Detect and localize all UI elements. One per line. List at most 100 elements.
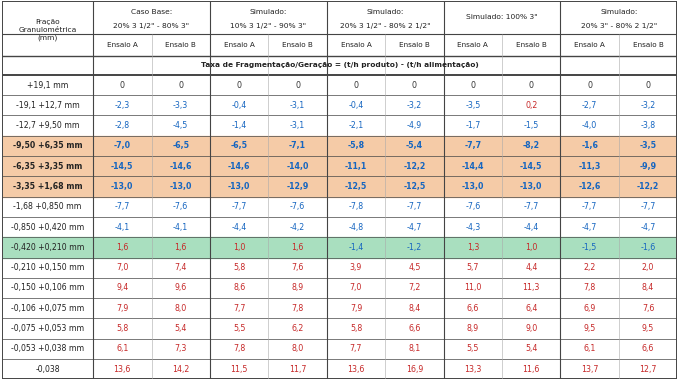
Text: 5,5: 5,5 (233, 324, 245, 333)
Text: 11,0: 11,0 (464, 283, 481, 293)
Text: 5,8: 5,8 (350, 324, 362, 333)
Text: -14,0: -14,0 (286, 162, 308, 171)
Text: 8,4: 8,4 (408, 304, 420, 313)
Text: -2,8: -2,8 (115, 121, 130, 130)
Text: -3,5: -3,5 (639, 141, 657, 150)
Text: Taxa de Fragmentação/Geração = (t/h produto) - (t/h alimentação): Taxa de Fragmentação/Geração = (t/h prod… (201, 62, 479, 68)
Text: 7,6: 7,6 (292, 263, 304, 272)
Text: 7,0: 7,0 (116, 263, 129, 272)
Text: 7,3: 7,3 (174, 344, 187, 353)
Text: Fração
Granulométrica
(mm): Fração Granulométrica (mm) (18, 19, 77, 41)
Text: 0,2: 0,2 (525, 101, 538, 110)
Text: -3,5: -3,5 (465, 101, 481, 110)
Text: 6,6: 6,6 (408, 324, 420, 333)
Text: -4,1: -4,1 (115, 223, 130, 231)
Text: 5,8: 5,8 (233, 263, 245, 272)
Text: 13,6: 13,6 (347, 365, 365, 374)
Text: -0,420 +0,210 mm: -0,420 +0,210 mm (11, 243, 84, 252)
Text: -7,7: -7,7 (582, 202, 597, 211)
Text: 6,6: 6,6 (466, 304, 479, 313)
Text: 7,2: 7,2 (408, 283, 420, 293)
Text: -19,1 +12,7 mm: -19,1 +12,7 mm (16, 101, 79, 110)
Text: 9,6: 9,6 (175, 283, 187, 293)
Text: -3,35 +1,68 mm: -3,35 +1,68 mm (13, 182, 82, 191)
Text: -5,4: -5,4 (406, 141, 423, 150)
Text: -0,075 +0,053 mm: -0,075 +0,053 mm (11, 324, 84, 333)
Bar (2, 136, 677, 156)
Text: 14,2: 14,2 (172, 365, 189, 374)
Text: 8,4: 8,4 (642, 283, 654, 293)
Text: -1,6: -1,6 (581, 141, 598, 150)
Text: -13,0: -13,0 (462, 182, 484, 191)
Text: 10% 3 1/2" - 90% 3": 10% 3 1/2" - 90% 3" (231, 24, 306, 29)
Text: -0,053 +0,038 mm: -0,053 +0,038 mm (11, 344, 84, 353)
Text: -4,7: -4,7 (641, 223, 656, 231)
Text: Ensaio B: Ensaio B (282, 42, 313, 48)
Text: -13,0: -13,0 (170, 182, 192, 191)
Text: 13,7: 13,7 (581, 365, 599, 374)
Text: 8,0: 8,0 (175, 304, 187, 313)
Text: -2,1: -2,1 (348, 121, 363, 130)
Text: 0: 0 (120, 81, 125, 90)
Text: 11,3: 11,3 (523, 283, 540, 293)
Text: -4,0: -4,0 (582, 121, 597, 130)
Text: -0,850 +0,420 mm: -0,850 +0,420 mm (11, 223, 84, 231)
Text: -12,2: -12,2 (403, 162, 426, 171)
Text: -12,6: -12,6 (578, 182, 601, 191)
Text: -2,7: -2,7 (582, 101, 597, 110)
Text: 7,0: 7,0 (350, 283, 362, 293)
Text: -1,5: -1,5 (523, 121, 539, 130)
Text: -6,5: -6,5 (172, 141, 189, 150)
Text: -0,4: -0,4 (231, 101, 247, 110)
Text: 4,5: 4,5 (408, 263, 420, 272)
Text: 1,6: 1,6 (116, 243, 129, 252)
Text: 1,3: 1,3 (466, 243, 479, 252)
Text: 8,9: 8,9 (466, 324, 479, 333)
Text: 13,6: 13,6 (114, 365, 131, 374)
Text: 7,8: 7,8 (233, 344, 245, 353)
Text: Simulado:: Simulado: (600, 10, 637, 16)
Text: 5,8: 5,8 (116, 324, 128, 333)
Text: 0: 0 (412, 81, 417, 90)
Text: 7,6: 7,6 (642, 304, 654, 313)
Text: -7,7: -7,7 (407, 202, 422, 211)
Text: -12,2: -12,2 (637, 182, 659, 191)
Text: 6,6: 6,6 (642, 344, 654, 353)
Text: Caso Base:: Caso Base: (131, 10, 172, 16)
Text: 0: 0 (587, 81, 592, 90)
Text: 11,6: 11,6 (523, 365, 540, 374)
Text: 1,0: 1,0 (233, 243, 245, 252)
Text: 6,1: 6,1 (116, 344, 129, 353)
Text: 7,7: 7,7 (233, 304, 245, 313)
Text: 0: 0 (295, 81, 300, 90)
Text: 9,5: 9,5 (642, 324, 654, 333)
Text: -14,6: -14,6 (228, 162, 250, 171)
Text: -12,5: -12,5 (403, 182, 426, 191)
Bar (2, 176, 677, 197)
Text: Ensaio B: Ensaio B (516, 42, 546, 48)
Text: -4,8: -4,8 (348, 223, 363, 231)
Bar (2, 237, 677, 258)
Text: Simulado: 100% 3": Simulado: 100% 3" (466, 14, 538, 21)
Text: -1,6: -1,6 (641, 243, 656, 252)
Text: 1,0: 1,0 (525, 243, 538, 252)
Text: 0: 0 (237, 81, 241, 90)
Text: -0,4: -0,4 (348, 101, 363, 110)
Text: 8,9: 8,9 (292, 283, 304, 293)
Text: 1,6: 1,6 (292, 243, 304, 252)
Text: -6,35 +3,35 mm: -6,35 +3,35 mm (13, 162, 82, 171)
Text: -1,5: -1,5 (582, 243, 597, 252)
Text: 6,2: 6,2 (292, 324, 304, 333)
Text: 0: 0 (645, 81, 651, 90)
Text: 9,0: 9,0 (525, 324, 538, 333)
Text: 5,4: 5,4 (525, 344, 538, 353)
Text: 7,4: 7,4 (174, 263, 187, 272)
Text: -4,4: -4,4 (523, 223, 539, 231)
Text: -3,1: -3,1 (290, 101, 305, 110)
Text: 4,4: 4,4 (525, 263, 538, 272)
Text: -7,7: -7,7 (523, 202, 539, 211)
Text: -12,7 +9,50 mm: -12,7 +9,50 mm (16, 121, 79, 130)
Text: -4,7: -4,7 (407, 223, 422, 231)
Text: -1,4: -1,4 (231, 121, 247, 130)
Text: -12,5: -12,5 (345, 182, 367, 191)
